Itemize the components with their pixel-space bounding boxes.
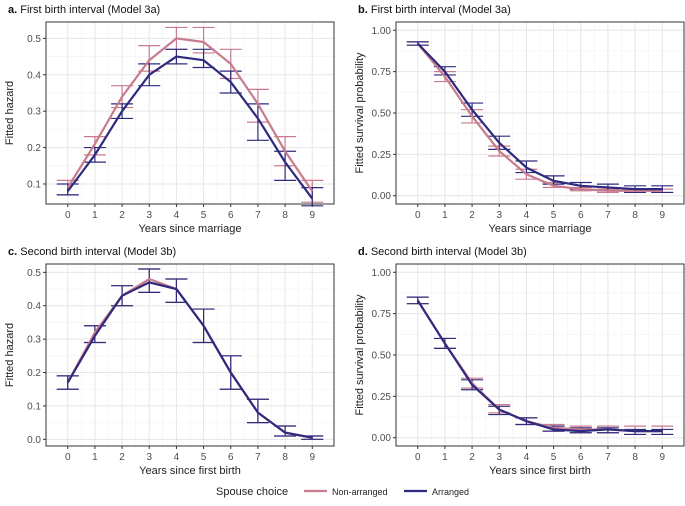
series-line-non_arranged: [66, 37, 314, 192]
x-tick-label: 9: [309, 452, 315, 463]
panel-c: 0 1 2 3 4 5 6 7 8 9 0.0 0.1 0.2 0.3 0.4 0.5 Years since …: [4, 246, 335, 477]
series-line-arranged: [66, 55, 314, 200]
x-tick-label: 5: [201, 210, 207, 221]
panel-title: c. Second birth interval (Model 3b): [8, 246, 176, 258]
y-tick-label: 0.25: [372, 150, 392, 161]
x-tick-label: 5: [551, 452, 557, 463]
x-tick-label: 0: [65, 452, 71, 463]
y-tick-label: 0.5: [27, 268, 41, 279]
x-tick-label: 0: [415, 452, 421, 463]
panel-title-text: First birth interval (Model 3a): [20, 4, 160, 16]
y-tick-label: 0.1: [27, 401, 41, 412]
y-tick-label: 0.3: [27, 107, 41, 118]
y-tick-label: 0.4: [27, 301, 41, 312]
panel-title: d. Second birth interval (Model 3b): [358, 246, 527, 258]
panel-title-letter: d.: [358, 246, 371, 258]
y-tick-label: 0.2: [27, 368, 41, 379]
x-tick-label: 9: [309, 210, 315, 221]
x-tick-label: 8: [282, 210, 288, 221]
x-tick-label: 8: [632, 210, 638, 221]
x-tick-label: 4: [524, 210, 530, 221]
x-tick-label: 6: [228, 210, 234, 221]
legend-label-non-arranged: Non-arranged: [332, 487, 388, 497]
y-tick-label: 0.50: [372, 109, 392, 120]
panel-border: [45, 263, 335, 447]
y-tick-label: 0.1: [27, 179, 41, 190]
panel-title: a. First birth interval (Model 3a): [8, 4, 160, 16]
legend: Spouse choice Non-arranged Arranged: [216, 486, 469, 498]
x-tick-label: 7: [605, 452, 611, 463]
y-axis-label: Fitted hazard: [4, 81, 16, 145]
panel-title: b. First birth interval (Model 3a): [358, 4, 511, 16]
x-tick-label: 5: [201, 452, 207, 463]
x-tick-label: 3: [146, 452, 152, 463]
y-tick-label: 0.5: [27, 34, 41, 45]
y-axis-label: Fitted survival probability: [354, 294, 366, 416]
x-tick-label: 2: [119, 452, 125, 463]
x-axis-label: Years since first birth: [489, 465, 591, 477]
legend-title: Spouse choice: [216, 486, 288, 498]
series-line-arranged: [416, 299, 663, 433]
x-tick-label: 0: [415, 210, 421, 221]
panel-border: [45, 21, 335, 205]
x-tick-label: 0: [65, 210, 71, 221]
series-line-non_arranged: [416, 42, 663, 192]
x-tick-label: 4: [174, 452, 180, 463]
x-axis-label: Years since marriage: [139, 223, 242, 235]
x-tick-label: 4: [174, 210, 180, 221]
x-axis-label: Years since marriage: [489, 223, 592, 235]
y-axis-label: Fitted survival probability: [354, 52, 366, 174]
panel-a: 0 1 2 3 4 5 6 7 8 9 0.1 0.2 0.3 0.4 0.5 Years since mar…: [4, 4, 335, 235]
panel-title-text: Second birth interval (Model 3b): [371, 246, 527, 258]
series-line-arranged: [66, 281, 313, 439]
x-tick-label: 1: [442, 452, 448, 463]
x-tick-label: 1: [92, 452, 98, 463]
y-tick-label: 0.75: [372, 67, 392, 78]
x-tick-label: 2: [469, 452, 475, 463]
y-tick-label: 0.4: [27, 70, 41, 81]
x-tick-label: 8: [632, 452, 638, 463]
y-tick-label: 0.50: [372, 351, 392, 362]
y-tick-label: 0.0: [27, 435, 41, 446]
y-tick-label: 0.75: [372, 309, 392, 320]
series-line-arranged: [416, 42, 663, 191]
x-tick-label: 6: [578, 210, 584, 221]
x-tick-label: 3: [146, 210, 152, 221]
panel-title-letter: c.: [8, 246, 20, 258]
x-tick-label: 1: [442, 210, 448, 221]
x-axis-label: Years since first birth: [139, 465, 241, 477]
panel-title-text: Second birth interval (Model 3b): [20, 246, 176, 258]
chart-panels: 0 1 2 3 4 5 6 7 8 9 0.1 0.2 0.3 0.4 0.5 Years since mar…: [4, 4, 685, 477]
x-tick-label: 2: [469, 210, 475, 221]
panel-d: 0 1 2 3 4 5 6 7 8 9 0.00 0.25 0.50 0.75 1.00 Years sinc…: [354, 246, 685, 477]
x-tick-label: 9: [659, 452, 665, 463]
x-tick-label: 5: [551, 210, 557, 221]
x-tick-label: 3: [496, 210, 502, 221]
y-tick-label: 0.00: [372, 191, 392, 202]
panel-title-letter: a.: [8, 4, 20, 16]
y-tick-label: 0.2: [27, 143, 41, 154]
panel-b: 0 1 2 3 4 5 6 7 8 9 0.00 0.25 0.50 0.75 1.00 Years sinc…: [354, 4, 685, 235]
x-tick-label: 2: [119, 210, 125, 221]
x-tick-label: 6: [578, 452, 584, 463]
x-tick-label: 1: [92, 210, 98, 221]
legend-label-arranged: Arranged: [432, 487, 469, 497]
x-tick-label: 4: [524, 452, 530, 463]
x-tick-label: 7: [255, 452, 261, 463]
x-tick-label: 3: [496, 452, 502, 463]
y-tick-label: 1.00: [372, 268, 392, 279]
x-tick-label: 9: [659, 210, 665, 221]
y-axis-label: Fitted hazard: [4, 323, 16, 387]
x-tick-label: 7: [605, 210, 611, 221]
panel-title-letter: b.: [358, 4, 371, 16]
panel-title-text: First birth interval (Model 3a): [371, 4, 511, 16]
y-tick-label: 0.00: [372, 433, 392, 444]
x-tick-label: 8: [282, 452, 288, 463]
x-tick-label: 7: [255, 210, 261, 221]
y-tick-label: 0.3: [27, 335, 41, 346]
y-tick-label: 0.25: [372, 392, 392, 403]
y-tick-label: 1.00: [372, 26, 392, 37]
x-tick-label: 6: [228, 452, 234, 463]
